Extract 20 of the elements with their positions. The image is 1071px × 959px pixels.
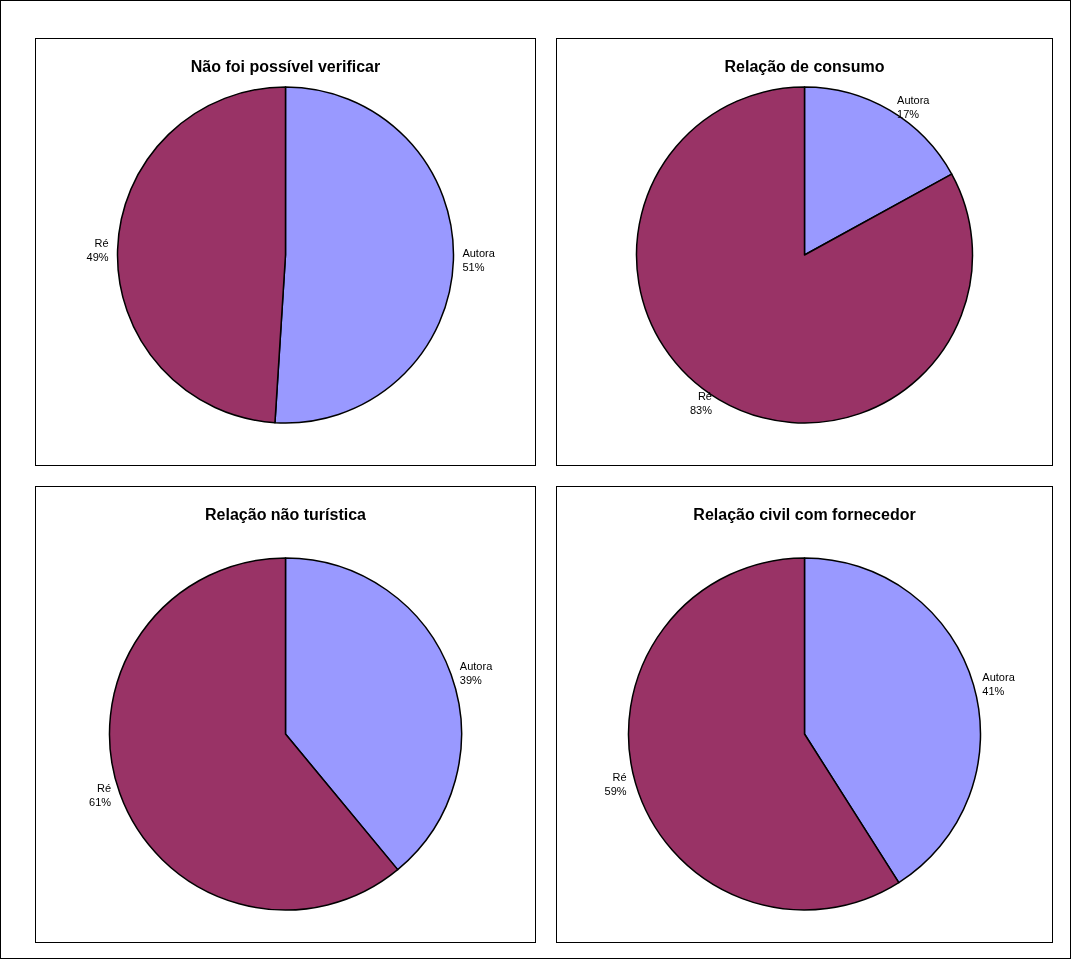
- slice-label: Ré: [97, 781, 112, 794]
- chart-title: Relação civil com fornecedor: [693, 505, 916, 523]
- data-label: 17%: [897, 107, 920, 120]
- slice-label: Ré: [94, 236, 109, 249]
- slice-label: Ré: [612, 771, 627, 784]
- data-label: 51%: [462, 261, 485, 274]
- chart-title: Relação de consumo: [724, 57, 885, 75]
- chart-title: Não foi possível verificar: [190, 57, 381, 75]
- slice-label: Autora: [897, 93, 931, 106]
- slice-label: Ré: [697, 390, 712, 403]
- slice-label: Autora: [462, 247, 496, 260]
- data-label: 83%: [689, 404, 713, 417]
- data-label: 49%: [86, 250, 109, 263]
- data-label: 39%: [459, 674, 483, 687]
- chart-title: Relação não turística: [205, 505, 367, 523]
- data-label: 61%: [89, 795, 112, 808]
- data-label: 41%: [982, 684, 1005, 697]
- data-label: 59%: [604, 785, 627, 798]
- slice-label: Autora: [459, 660, 494, 673]
- slice-label: Autora: [982, 670, 1016, 683]
